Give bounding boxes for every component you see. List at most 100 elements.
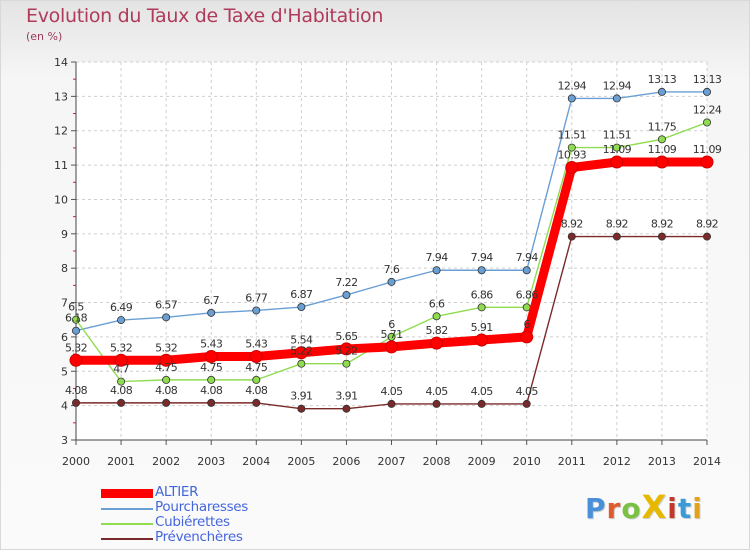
legend-label: Prévenchères bbox=[155, 529, 243, 545]
data-labels: 5.32 5.32 5.32 5.43 5.43 5.54 5.65 5.71 5.82 5.91… bbox=[65, 73, 722, 403]
data-label: 7.6 bbox=[384, 263, 400, 276]
x-tick-label: 2006 bbox=[332, 455, 360, 468]
data-label: 4.08 bbox=[65, 384, 88, 397]
data-point bbox=[477, 399, 486, 408]
data-point bbox=[700, 155, 714, 169]
data-point bbox=[522, 399, 531, 408]
x-tick-label: 2008 bbox=[423, 455, 451, 468]
y-tick-label: 11 bbox=[54, 159, 68, 172]
y-tick-label: 6 bbox=[61, 331, 68, 344]
data-label: 5.91 bbox=[471, 321, 493, 334]
data-label: 5.71 bbox=[380, 328, 402, 341]
data-point bbox=[385, 340, 398, 354]
data-label: 6.6 bbox=[429, 297, 445, 310]
data-point bbox=[69, 353, 83, 367]
x-tick-label: 2005 bbox=[287, 455, 315, 468]
data-label: 6.7 bbox=[203, 294, 219, 307]
y-tick-label: 7 bbox=[61, 297, 68, 310]
data-point bbox=[703, 232, 712, 241]
data-point bbox=[117, 398, 126, 407]
data-label: 6.18 bbox=[65, 312, 88, 325]
data-point bbox=[159, 353, 173, 367]
data-point bbox=[432, 312, 441, 321]
y-tick-label: 13 bbox=[54, 90, 68, 103]
data-label: 5.82 bbox=[426, 324, 448, 337]
data-label: 11.09 bbox=[693, 143, 722, 156]
data-label: 5.22 bbox=[335, 345, 357, 358]
data-label: 6.87 bbox=[290, 288, 313, 301]
data-label: 6 bbox=[388, 318, 395, 331]
x-tick-label: 2011 bbox=[558, 455, 586, 468]
data-label: 11.09 bbox=[648, 143, 677, 156]
data-point bbox=[342, 359, 351, 368]
data-point bbox=[567, 94, 576, 103]
data-point bbox=[72, 315, 81, 324]
data-point bbox=[252, 398, 261, 407]
data-point bbox=[162, 375, 171, 384]
data-label: 6 bbox=[524, 318, 531, 331]
legend-swatch bbox=[101, 508, 153, 510]
data-label: 6.86 bbox=[516, 288, 539, 301]
data-point bbox=[612, 143, 621, 152]
data-label: 4.08 bbox=[245, 384, 268, 397]
y-tick-label: 5 bbox=[61, 365, 68, 378]
data-label: 5.65 bbox=[335, 330, 358, 343]
data-point bbox=[432, 266, 441, 275]
data-label: 10.93 bbox=[558, 148, 587, 161]
data-point bbox=[297, 303, 306, 312]
chart-subtitle: (en %) bbox=[26, 30, 63, 43]
series-lines bbox=[69, 87, 714, 413]
legend-swatch bbox=[101, 523, 153, 525]
data-label: 5.43 bbox=[245, 337, 268, 350]
x-tick-label: 2014 bbox=[693, 455, 721, 468]
x-tick-label: 2003 bbox=[197, 455, 225, 468]
data-point bbox=[522, 266, 531, 275]
data-label: 12.94 bbox=[603, 79, 632, 92]
data-label: 12.94 bbox=[558, 79, 587, 92]
data-label: 5.32 bbox=[65, 341, 87, 354]
data-point bbox=[567, 143, 576, 152]
data-point bbox=[612, 232, 621, 241]
data-point bbox=[297, 359, 306, 368]
data-label: 4.05 bbox=[471, 385, 494, 398]
data-label: 6.86 bbox=[471, 288, 494, 301]
x-tick-label: 2007 bbox=[378, 455, 406, 468]
data-point bbox=[342, 290, 351, 299]
y-tick-label: 14 bbox=[54, 56, 68, 69]
legend-swatch bbox=[101, 538, 153, 540]
data-point bbox=[387, 399, 396, 408]
chart-title: Evolution du Taux de Taxe d'Habitation bbox=[26, 5, 384, 27]
x-tick-label: 2000 bbox=[62, 455, 90, 468]
data-point bbox=[204, 349, 218, 363]
x-tick-label: 2013 bbox=[648, 455, 676, 468]
legend-label: Cubiérettes bbox=[155, 514, 230, 530]
data-point bbox=[522, 303, 531, 312]
data-label: 6.49 bbox=[110, 301, 133, 314]
x-tick-label: 2001 bbox=[107, 455, 135, 468]
data-point bbox=[342, 404, 351, 413]
data-label: 3.91 bbox=[290, 390, 312, 403]
x-tick-label: 2010 bbox=[513, 455, 541, 468]
x-tick-label: 2012 bbox=[603, 455, 631, 468]
data-label: 7.94 bbox=[516, 251, 539, 264]
data-label: 6.57 bbox=[155, 298, 178, 311]
data-label: 4.08 bbox=[110, 384, 133, 397]
data-label: 11.09 bbox=[603, 143, 632, 156]
data-point bbox=[294, 346, 308, 360]
data-point bbox=[657, 232, 666, 241]
data-point bbox=[657, 87, 666, 96]
x-tick-label: 2004 bbox=[242, 455, 270, 468]
data-label: 13.13 bbox=[693, 73, 722, 86]
data-label: 3.91 bbox=[335, 390, 357, 403]
data-point bbox=[252, 306, 261, 315]
data-point bbox=[475, 333, 489, 347]
data-point bbox=[612, 94, 621, 103]
y-tick-label: 4 bbox=[61, 400, 68, 413]
data-point bbox=[567, 232, 576, 241]
x-tick-label: 2009 bbox=[468, 455, 496, 468]
data-point bbox=[162, 398, 171, 407]
data-point bbox=[610, 155, 624, 169]
data-point bbox=[114, 353, 128, 367]
